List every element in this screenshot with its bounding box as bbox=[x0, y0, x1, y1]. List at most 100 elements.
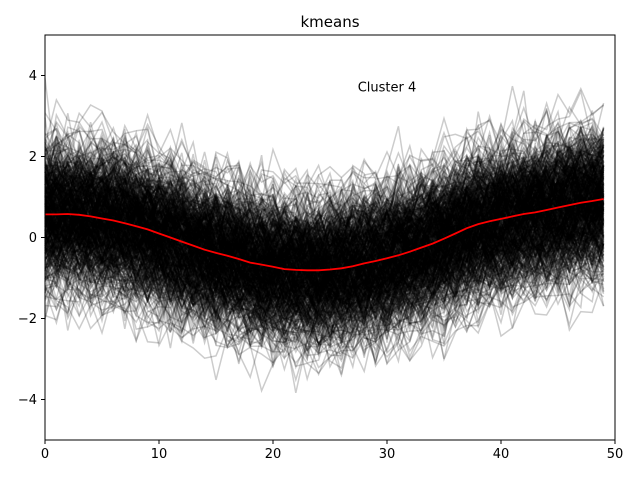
series-line bbox=[44, 212, 604, 332]
series-line bbox=[44, 182, 604, 294]
series-line bbox=[44, 132, 605, 268]
series-line bbox=[44, 159, 605, 253]
series-line bbox=[44, 154, 605, 257]
series-line bbox=[44, 155, 604, 296]
series-line bbox=[44, 190, 604, 315]
series-line bbox=[44, 216, 605, 352]
series-line bbox=[44, 162, 605, 274]
series-line bbox=[44, 180, 605, 312]
series-line bbox=[44, 166, 605, 285]
series-line bbox=[44, 185, 605, 312]
series-line bbox=[44, 175, 605, 305]
series-line bbox=[44, 166, 604, 298]
series-line bbox=[44, 216, 605, 312]
series-line bbox=[44, 164, 605, 288]
series-line bbox=[44, 162, 605, 288]
series-line bbox=[44, 158, 604, 290]
series-line bbox=[44, 210, 605, 313]
series-line bbox=[44, 174, 605, 295]
series-line bbox=[44, 185, 605, 327]
series-line bbox=[44, 131, 605, 249]
series-line bbox=[44, 180, 605, 332]
series-line bbox=[44, 173, 605, 303]
series-line bbox=[44, 181, 605, 296]
series-line bbox=[44, 231, 604, 356]
series-line bbox=[44, 158, 605, 269]
series-line bbox=[44, 181, 605, 302]
series-line bbox=[44, 174, 604, 313]
series-line bbox=[44, 172, 605, 299]
series-line bbox=[44, 203, 605, 332]
series-line bbox=[44, 192, 604, 318]
series-line bbox=[44, 148, 605, 279]
series-line bbox=[44, 178, 604, 281]
series-line bbox=[44, 129, 605, 252]
series-line bbox=[44, 178, 604, 304]
series-line bbox=[44, 193, 604, 337]
series-line bbox=[44, 164, 605, 262]
series-line bbox=[44, 198, 605, 332]
series-line bbox=[44, 189, 605, 326]
series-line bbox=[44, 180, 605, 294]
series-line bbox=[44, 215, 605, 348]
series-line bbox=[44, 172, 605, 277]
series-line bbox=[44, 135, 605, 286]
series-line bbox=[44, 149, 604, 259]
series-line bbox=[44, 154, 605, 269]
mean-series-layer bbox=[45, 198, 604, 272]
series-line bbox=[44, 199, 605, 323]
series-line bbox=[44, 186, 604, 320]
series-line bbox=[44, 175, 605, 316]
series-line bbox=[44, 207, 605, 314]
series-line bbox=[44, 196, 605, 323]
series-line bbox=[44, 137, 605, 300]
series-line bbox=[44, 143, 604, 266]
series-line bbox=[44, 190, 605, 339]
series-line bbox=[44, 130, 605, 244]
series-line bbox=[44, 134, 604, 277]
series-line bbox=[44, 229, 605, 343]
series-line bbox=[44, 216, 605, 320]
series-line bbox=[44, 200, 605, 334]
series-line bbox=[44, 149, 605, 270]
series-line bbox=[44, 173, 604, 288]
series-line bbox=[44, 184, 605, 340]
series-line bbox=[44, 199, 605, 322]
x-tick-label: 20 bbox=[265, 447, 282, 462]
series-line bbox=[44, 171, 605, 311]
series-line bbox=[44, 108, 605, 235]
series-line bbox=[44, 215, 605, 344]
series-line bbox=[44, 263, 605, 364]
series-line bbox=[44, 127, 605, 279]
series-line bbox=[45, 193, 604, 344]
series-line bbox=[44, 173, 605, 286]
series-line bbox=[44, 186, 605, 330]
series-line bbox=[44, 170, 605, 280]
series-line bbox=[44, 149, 604, 266]
series-line bbox=[44, 161, 605, 299]
series-line bbox=[44, 145, 604, 259]
series-line bbox=[44, 222, 604, 313]
series-line bbox=[44, 218, 605, 339]
series-line bbox=[44, 142, 605, 271]
series-line bbox=[44, 180, 605, 295]
series-line bbox=[44, 164, 605, 286]
series-line bbox=[44, 178, 605, 294]
series-line bbox=[44, 173, 604, 284]
series-line bbox=[44, 204, 604, 346]
series-line bbox=[44, 190, 605, 318]
series-line bbox=[44, 225, 605, 339]
series-line bbox=[44, 204, 605, 364]
series-line bbox=[44, 193, 605, 303]
series-line bbox=[44, 220, 605, 344]
series-line bbox=[44, 168, 605, 307]
series-line bbox=[44, 197, 605, 330]
series-line bbox=[44, 165, 605, 298]
series-line bbox=[44, 190, 605, 308]
series-line bbox=[44, 172, 605, 305]
series-line bbox=[44, 179, 605, 331]
series-line bbox=[44, 167, 605, 297]
x-tick-label: 30 bbox=[379, 447, 396, 462]
series-line bbox=[44, 166, 605, 307]
series-line bbox=[44, 156, 605, 281]
